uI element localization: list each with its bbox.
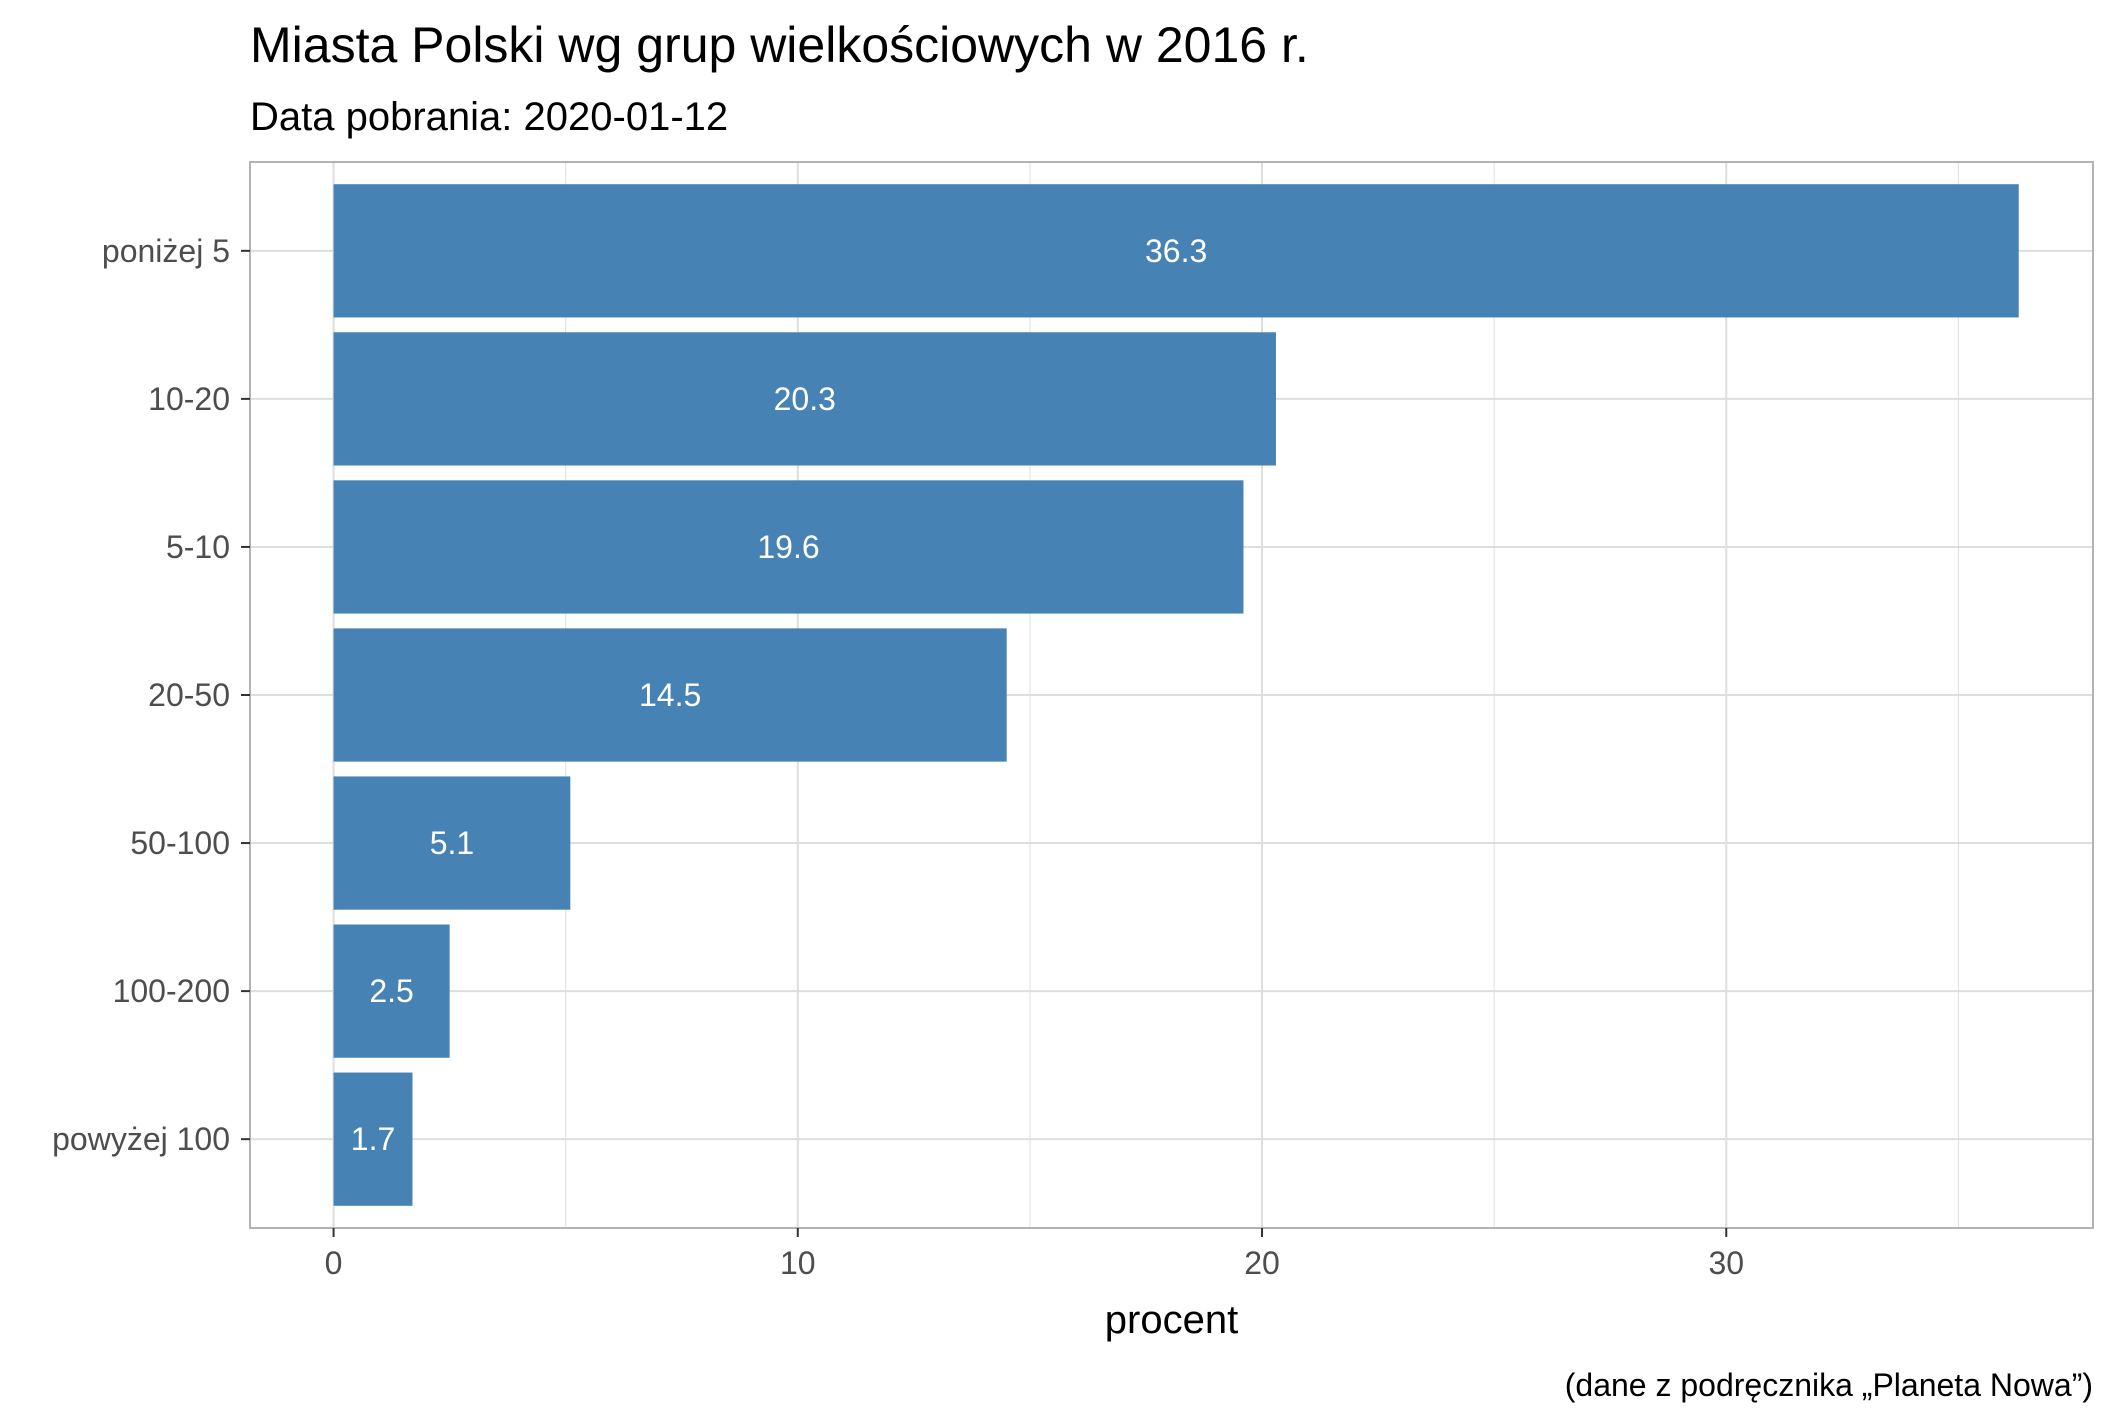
data-label: 2.5: [369, 973, 413, 1009]
x-tick-label: 20: [1244, 1245, 1280, 1281]
chart-subtitle: Data pobrania: 2020-01-12: [250, 95, 728, 139]
x-tick-label: 0: [325, 1245, 343, 1281]
data-labels: 36.3 20.3 19.6 14.5 5.1 2.5 1.7: [351, 233, 1208, 1157]
chart-caption: (dane z podręcznika „Planeta Nowa”): [1565, 1367, 2093, 1403]
data-label: 14.5: [639, 677, 701, 713]
y-tick-label: 50-100: [130, 825, 230, 861]
chart-title: Miasta Polski wg grup wielkościowych w 2…: [250, 17, 1309, 73]
data-label: 5.1: [430, 825, 474, 861]
y-tick-label: 5-10: [166, 529, 230, 565]
data-label: 19.6: [757, 529, 819, 565]
x-axis-title: procent: [1105, 1298, 1238, 1342]
x-axis: 0 10 20 30: [325, 1228, 1744, 1281]
bar: [333, 332, 1276, 466]
bars: [333, 184, 2019, 1206]
bar: [333, 924, 450, 1058]
y-tick-label: 10-20: [148, 381, 230, 417]
y-tick-label: poniżej 5: [102, 233, 230, 269]
data-label: 1.7: [351, 1121, 395, 1157]
bar: [333, 628, 1007, 762]
bar: [333, 184, 2019, 318]
y-axis: poniżej 5 10-20 5-10 20-50 50-100 100-200 powy…: [52, 233, 250, 1157]
data-label: 36.3: [1145, 233, 1207, 269]
y-tick-label: 20-50: [148, 677, 230, 713]
bar: [333, 1072, 413, 1206]
x-tick-label: 30: [1708, 1245, 1744, 1281]
y-tick-label: powyżej 100: [52, 1121, 230, 1157]
y-tick-label: 100-200: [113, 973, 230, 1009]
bar: [333, 480, 1244, 614]
data-label: 20.3: [774, 381, 836, 417]
bar: [333, 776, 571, 910]
x-tick-label: 10: [780, 1245, 816, 1281]
